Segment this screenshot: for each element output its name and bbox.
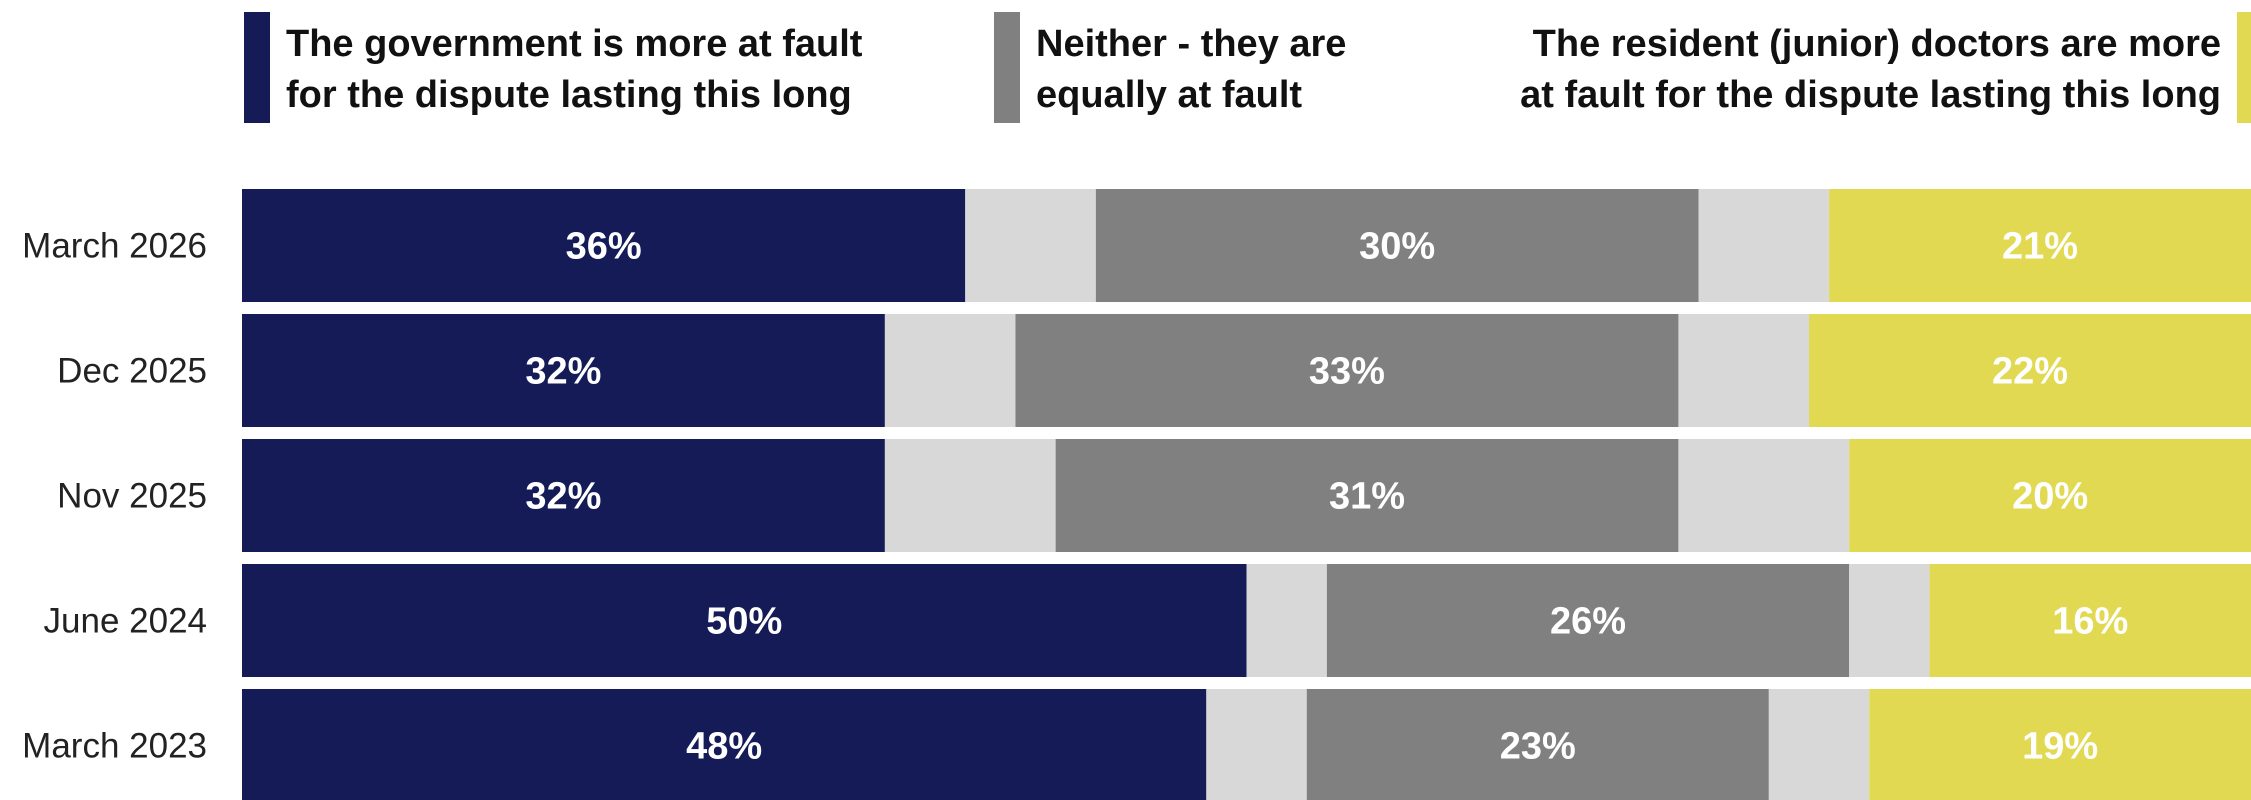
bar-segment-series-2 xyxy=(1306,689,1769,800)
bar-segment-series-0 xyxy=(242,439,885,552)
data-label: 19% xyxy=(2022,726,2098,768)
gap-segment xyxy=(965,189,1096,302)
data-label: 20% xyxy=(2012,476,2088,518)
data-label: 31% xyxy=(1329,476,1405,518)
bar-segment-series-0 xyxy=(242,689,1207,800)
category-label: Nov 2025 xyxy=(57,477,207,516)
gap-segment xyxy=(1768,689,1870,800)
data-label: 23% xyxy=(1500,726,1576,768)
legend-swatch xyxy=(244,12,270,123)
data-label: 50% xyxy=(706,601,782,643)
bar-segment-series-2 xyxy=(1055,439,1679,552)
gap-segment xyxy=(1849,564,1930,677)
legend-label: The government is more at fault xyxy=(286,23,863,65)
bar-segment-series-2 xyxy=(1095,189,1699,302)
gap-segment xyxy=(1246,564,1327,677)
category-label: June 2024 xyxy=(44,602,207,641)
bar-segment-series-2 xyxy=(1326,564,1850,677)
data-label: 22% xyxy=(1992,351,2068,393)
data-label: 32% xyxy=(525,476,601,518)
bar-segment-series-4 xyxy=(1809,314,2251,427)
bars: 36% 30% 21% 32% 33% 22% 32% 31% 20% 50% 26% 16% 48% 2… xyxy=(242,189,2251,800)
bar-segment-series-2 xyxy=(1015,314,1679,427)
data-label: 32% xyxy=(525,351,601,393)
bar-segment-series-4 xyxy=(1829,189,2251,302)
bar-segment-series-4 xyxy=(1929,564,2251,677)
legend-label: at fault for the dispute lasting this lo… xyxy=(1520,74,2221,116)
legend-label: The resident (junior) doctors are more xyxy=(1533,23,2221,65)
category-axis-labels: March 2026 Dec 2025 Nov 2025 June 2024 March… xyxy=(22,227,207,766)
gap-segment xyxy=(1698,189,1830,302)
legend-label: for the dispute lasting this long xyxy=(286,74,852,116)
data-label: 26% xyxy=(1550,601,1626,643)
legend: The government is more at fault for the d… xyxy=(244,12,2251,123)
category-label: March 2023 xyxy=(22,727,207,766)
legend-swatch xyxy=(2237,12,2251,123)
legend-label: Neither - they are xyxy=(1036,23,1346,65)
data-label: 48% xyxy=(686,726,762,768)
bar-segment-series-0 xyxy=(242,189,966,302)
legend-label: equally at fault xyxy=(1036,74,1302,116)
gap-segment xyxy=(884,439,1056,552)
gap-segment xyxy=(884,314,1016,427)
gap-segment xyxy=(1678,314,1810,427)
category-label: Dec 2025 xyxy=(57,352,207,391)
data-label: 16% xyxy=(2052,601,2128,643)
data-label: 36% xyxy=(566,226,642,268)
gap-segment xyxy=(1678,439,1850,552)
gap-segment xyxy=(1206,689,1307,800)
data-label: 30% xyxy=(1359,226,1435,268)
bar-segment-series-0 xyxy=(242,314,885,427)
data-label: 33% xyxy=(1309,351,1385,393)
bar-segment-series-0 xyxy=(242,564,1247,677)
data-label: 21% xyxy=(2002,226,2078,268)
legend-swatch xyxy=(994,12,1020,123)
bar-segment-series-4 xyxy=(1869,689,2251,800)
category-label: March 2026 xyxy=(22,227,207,266)
bar-segment-series-4 xyxy=(1849,439,2251,552)
